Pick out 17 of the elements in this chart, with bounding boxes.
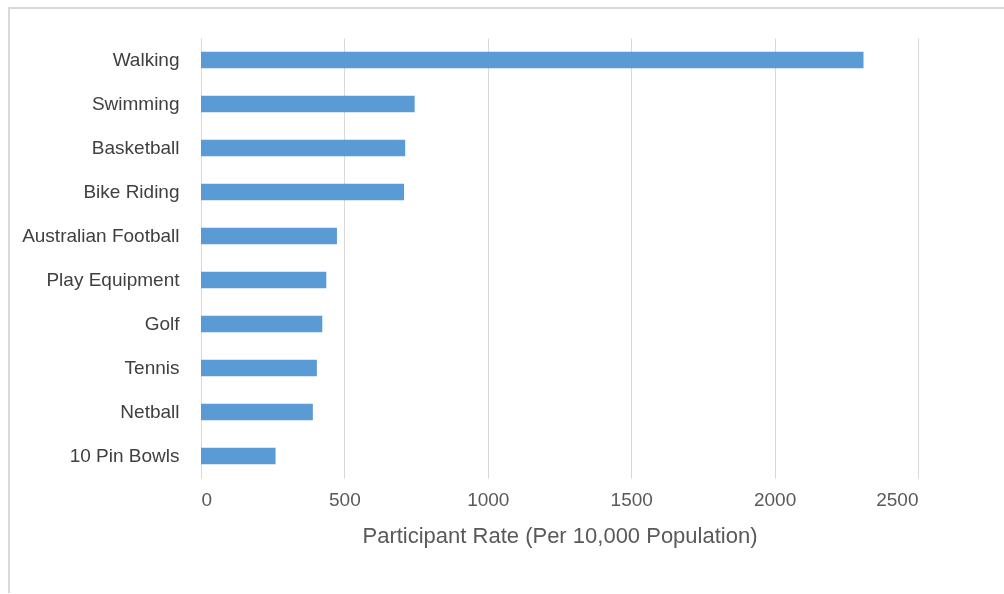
y-tick-label: Play Equipment xyxy=(46,269,181,290)
x-tick-label: 500 xyxy=(329,488,361,510)
x-tick-label: 1000 xyxy=(467,488,510,510)
x-axis-title: Participant Rate (Per 10,000 Population) xyxy=(362,522,758,548)
x-tick-label: 1500 xyxy=(610,488,653,510)
y-tick-label: Bike Riding xyxy=(83,181,180,202)
x-tick-label: 2000 xyxy=(753,488,797,510)
y-tick-label: Swimming xyxy=(91,93,180,114)
x-tick-label: 0 xyxy=(201,488,213,510)
y-tick-label: Netball xyxy=(120,401,180,422)
y-tick-label: Tennis xyxy=(124,357,180,378)
y-tick-label: Golf xyxy=(144,313,181,334)
x-tick-label: 2500 xyxy=(876,488,919,510)
y-tick-label: Walking xyxy=(112,49,180,70)
y-tick-label: Basketball xyxy=(91,137,180,158)
y-tick-label: 10 Pin Bowls xyxy=(69,445,180,466)
y-tick-label: Australian Football xyxy=(22,225,180,246)
